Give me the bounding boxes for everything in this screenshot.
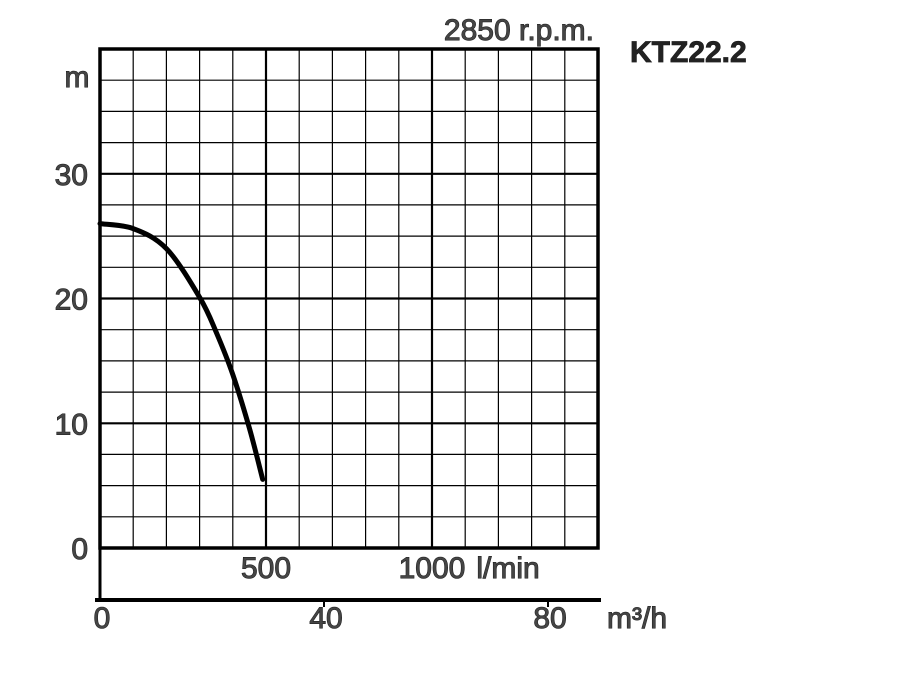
plot-border xyxy=(98,47,600,550)
y-axis-tick-labels: 30 20 10 0 xyxy=(54,158,88,566)
grid xyxy=(100,49,598,548)
m3h-tick-label: 40 xyxy=(309,602,342,635)
head-curve-group xyxy=(97,221,266,482)
m3h-axis-unit-label: m³/h xyxy=(607,602,667,635)
lmin-tick-label: 500 xyxy=(241,552,291,585)
y-axis-unit-label: m xyxy=(65,61,90,94)
pump-head-curve xyxy=(97,221,266,482)
y-tick-label: 20 xyxy=(55,284,88,317)
lmin-tick-label: 1000 xyxy=(399,552,466,585)
y-tick-label: 10 xyxy=(55,408,88,441)
chart-title-rpm: 2850 r.p.m. xyxy=(444,14,594,47)
y-tick-label: 0 xyxy=(71,533,88,566)
m3h-axis-tick-labels: 0 40 80 xyxy=(93,598,567,636)
m3h-tick-label: 0 xyxy=(94,602,111,635)
pump-model-label: KTZ22.2 xyxy=(630,36,747,69)
m3h-tick-label: 80 xyxy=(533,602,566,635)
lmin-axis-unit-label: l/min xyxy=(476,552,539,585)
lmin-axis-tick-labels: 500 1000 xyxy=(240,552,466,586)
y-tick-label: 30 xyxy=(55,159,88,192)
